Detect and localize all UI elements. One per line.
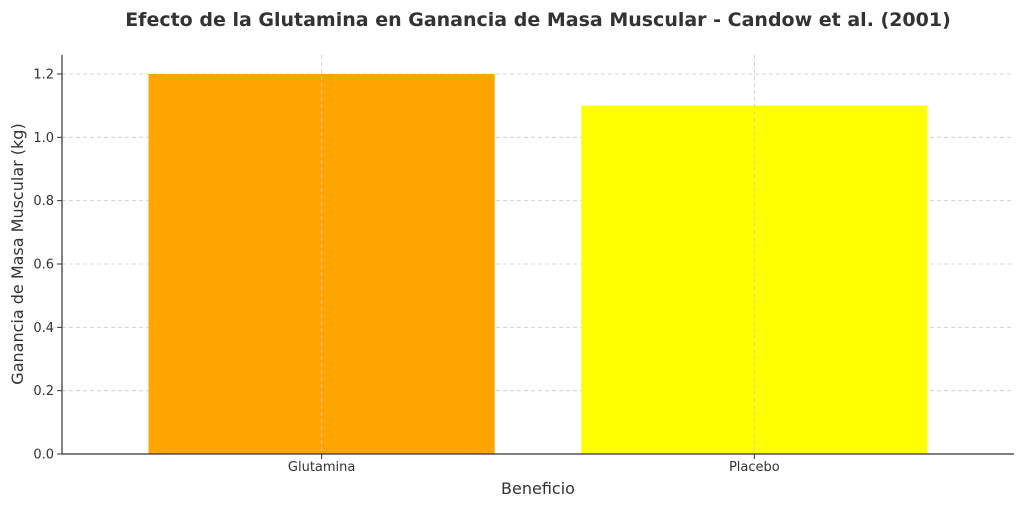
y-tick-label: 0.2: [33, 384, 54, 399]
y-tick-label: 0.6: [33, 258, 54, 273]
x-axis: Glutamina Placebo: [288, 454, 780, 475]
y-tick-label: 0.4: [33, 321, 54, 336]
y-tick-label: 1.0: [33, 131, 54, 146]
chart-title: Efecto de la Glutamina en Ganancia de Ma…: [125, 9, 951, 31]
y-tick-label: 0.8: [33, 194, 54, 209]
y-axis-title: Ganancia de Masa Muscular (kg): [8, 123, 27, 384]
y-axis: 0.0 0.2 0.4 0.6 0.8 1.0 1.2: [33, 68, 62, 463]
bars-layer: [148, 55, 928, 455]
x-tick-label: Glutamina: [288, 460, 355, 475]
bar-glutamina: [148, 74, 495, 454]
y-tick-label: 0.0: [33, 448, 54, 463]
x-axis-title: Beneficio: [501, 479, 575, 498]
x-tick-label: Placebo: [729, 460, 780, 475]
y-tick-label: 1.2: [33, 68, 54, 83]
